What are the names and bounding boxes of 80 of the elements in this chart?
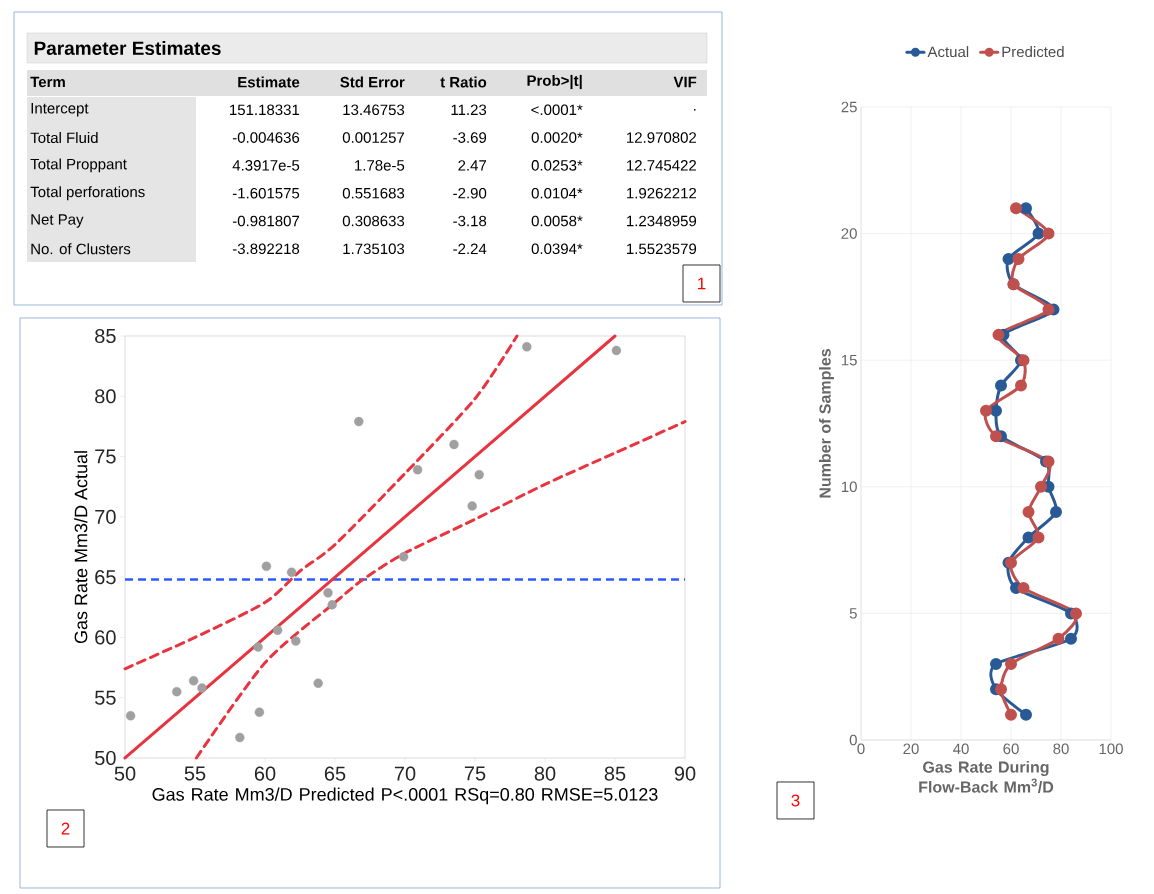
y-tick-label: 85 — [95, 328, 116, 344]
text: 0.0058* — [531, 215, 583, 227]
text: Prob>|t| — [527, 74, 582, 90]
text: 12.745422 — [627, 160, 697, 171]
y-tick-label: 65 — [95, 570, 116, 585]
text: 0.308633 — [342, 215, 405, 227]
text: Total Fluid — [30, 132, 98, 144]
text: -1.601575 — [232, 187, 300, 199]
y-tick-label: 15 — [841, 354, 857, 366]
text: -0.004636 — [232, 132, 300, 143]
text: VIF — [673, 76, 697, 88]
y-tick-label: 10 — [841, 481, 857, 493]
y-tick-label: 55 — [95, 690, 116, 705]
x-tick-label: 50 — [114, 766, 136, 781]
text: 0.0394* — [531, 243, 583, 255]
text: 0.0020* — [531, 132, 583, 143]
y-tick-label: 25 — [841, 101, 857, 113]
text: 3 — [791, 794, 800, 807]
x-tick-label: 100 — [1099, 743, 1123, 755]
text: 1.9262212 — [627, 187, 697, 199]
x-tick-label: 80 — [1053, 743, 1069, 755]
y-tick-label: 20 — [841, 228, 857, 239]
x-axis-title: Gas Rate Mm3/D Predicted P<.0001 RSq=0.80 RMSE=5.0123 — [152, 787, 658, 805]
legend-label: Predicted — [1002, 46, 1064, 58]
x-tick-label: 55 — [184, 766, 206, 781]
x-axis-title: Gas Rate During Flow-Back Mm$^{3}$/D — [919, 761, 1054, 793]
y-axis-title: Gas Rate Mm3/D Actual — [74, 451, 88, 644]
text: 0.0253* — [531, 160, 583, 171]
x-tick-label: 80 — [534, 766, 556, 781]
text: 1 — [698, 277, 706, 290]
text: Std Error — [340, 76, 405, 88]
x-tick-label: 60 — [254, 766, 276, 781]
x-tick-label: 85 — [604, 766, 626, 781]
y-tick-label: 70 — [95, 509, 116, 524]
text: 12.970802 — [627, 132, 697, 143]
text: 4.3917e-5 — [232, 160, 300, 171]
y-tick-label: 60 — [95, 630, 116, 645]
text: 0.0104* — [531, 187, 583, 199]
text: Total perforations — [30, 186, 145, 201]
text: Intercept — [31, 103, 89, 117]
text: 1.735103 — [343, 243, 405, 255]
legend-label: Actual — [927, 46, 969, 58]
text: 0.001257 — [342, 132, 405, 143]
text: 11.23 — [451, 104, 487, 116]
text: <.0001* — [531, 104, 583, 116]
x-tick-label: 90 — [674, 766, 696, 781]
y-tick-label: 80 — [95, 389, 116, 404]
x-tick-label: 75 — [464, 766, 486, 781]
x-tick-label: 40 — [953, 743, 969, 755]
text: 0.551683 — [342, 187, 405, 199]
text: Net Pay — [31, 214, 84, 228]
text: 151.18331 — [230, 104, 300, 116]
text: -0.981807 — [232, 215, 300, 227]
text: Total Proppant — [30, 158, 127, 173]
y-tick-label: 5 — [849, 608, 857, 619]
x-tick-label: 70 — [394, 766, 416, 781]
y-tick-label: 75 — [95, 449, 116, 464]
text: 1.2348959 — [627, 215, 697, 227]
text: -3.18 — [453, 215, 487, 227]
text: 2.47 — [458, 160, 487, 171]
text: No. of Clusters — [31, 243, 131, 255]
text: Parameter Estimates — [34, 41, 221, 55]
text: Term — [30, 76, 65, 88]
text: 2 — [61, 822, 70, 835]
text: t Ratio — [440, 76, 487, 88]
x-tick-label: 0 — [857, 743, 865, 755]
x-tick-label: 65 — [324, 766, 346, 781]
y-tick-label: 0 — [849, 734, 857, 746]
text: . — [694, 108, 696, 111]
text: -2.24 — [453, 243, 487, 255]
text: -2.90 — [453, 187, 487, 199]
x-tick-label: 60 — [1003, 743, 1019, 755]
text: 1.78e-5 — [355, 160, 405, 171]
text: 1.5523579 — [627, 243, 697, 255]
x-tick-label: 20 — [903, 743, 919, 755]
text: Estimate — [238, 76, 300, 88]
text: -3.892218 — [232, 243, 300, 255]
text: 13.46753 — [343, 104, 405, 116]
y-axis-title: Number of Samples — [819, 349, 834, 498]
text: -3.69 — [453, 132, 487, 143]
